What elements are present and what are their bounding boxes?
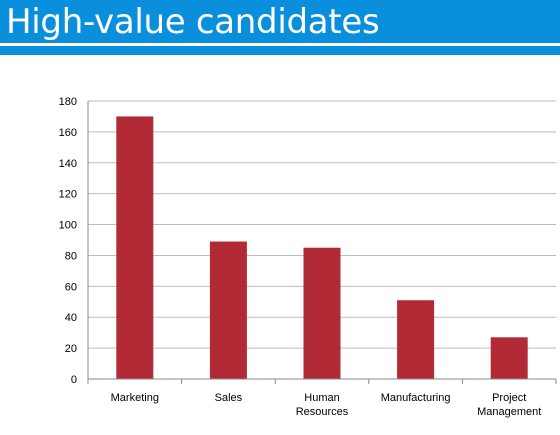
bar [209, 241, 247, 379]
y-tick-label: 160 [59, 127, 77, 139]
title-bar: High-value candidates [0, 0, 560, 55]
bar [490, 337, 528, 379]
y-tick-label: 100 [59, 220, 77, 232]
page-title: High-value candidates [6, 2, 380, 42]
bar [303, 247, 341, 379]
bar [397, 300, 435, 379]
y-tick-label: 140 [59, 158, 77, 170]
bar [116, 116, 154, 379]
title-underline [0, 43, 560, 46]
x-tick-label: Project Management [477, 392, 541, 418]
x-tick-label: Manufacturing [381, 392, 451, 404]
y-tick-label: 20 [65, 343, 77, 355]
x-tick-label: Marketing [111, 392, 159, 404]
y-tick-label: 80 [65, 250, 77, 262]
y-tick-label: 40 [65, 312, 77, 324]
y-tick-label: 0 [71, 374, 77, 386]
y-tick-label: 120 [59, 189, 77, 201]
y-tick-label: 60 [65, 281, 77, 293]
x-tick-label: Sales [215, 392, 243, 404]
y-tick-label: 180 [59, 96, 77, 108]
x-tick-label: Human Resources [296, 392, 349, 418]
